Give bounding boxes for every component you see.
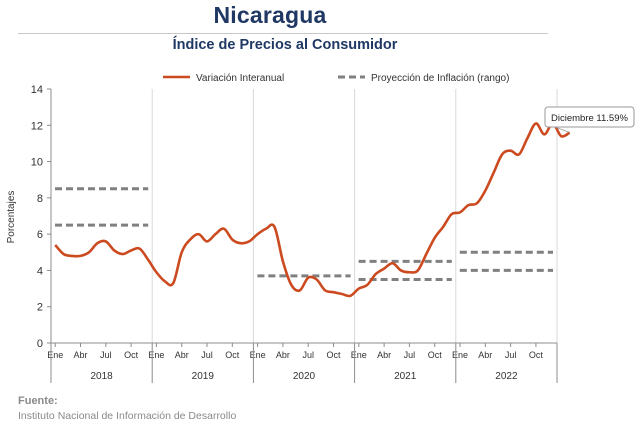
x-tick-labels: Ene Abr Jul Oct 2018 Ene Abr Jul Oct 2019 Ene Abr Ju… <box>47 343 558 383</box>
x-tick-label: Jul <box>302 350 314 360</box>
source-text: Instituto Nacional de Información de Des… <box>18 410 237 422</box>
y-tick-label: 0 <box>37 338 43 350</box>
y-tick-label: 10 <box>31 157 43 169</box>
legend-label-variacion: Variación Interanual <box>196 73 284 84</box>
x-tick-label: Oct <box>428 350 443 360</box>
y-tick-label: 2 <box>37 302 43 314</box>
x-tick-label: Abr <box>175 350 189 360</box>
year-label: 2018 <box>90 371 113 382</box>
chart-subtitle: Índice de Precios al Consumidor <box>172 37 398 53</box>
projection-ranges <box>55 187 553 281</box>
x-tick-label: Jul <box>505 350 517 360</box>
x-tick-label: Oct <box>225 350 240 360</box>
page-title: Nicaragua <box>213 2 327 28</box>
x-tick-label: Jul <box>100 350 112 360</box>
annotation-label: Diciembre 11.59% <box>551 113 628 124</box>
x-tick-label: Ene <box>351 350 367 360</box>
source-label: Fuente: <box>18 395 58 407</box>
y-axis-label: Porcentajes <box>6 191 17 244</box>
legend-label-proyeccion: Proyección de Inflación (rango) <box>371 73 509 84</box>
y-tick-label: 12 <box>31 120 43 132</box>
year-label: 2019 <box>192 371 215 382</box>
title-divider <box>18 33 548 34</box>
axes <box>50 89 557 344</box>
legend: Variación Interanual Proyección de Inflac… <box>163 73 509 84</box>
year-label: 2021 <box>394 371 417 382</box>
x-tick-label: Oct <box>529 350 544 360</box>
x-tick-label: Abr <box>276 350 290 360</box>
x-tick-label: Jul <box>201 350 213 360</box>
series-line-variacion-interanual <box>54 122 571 298</box>
x-tick-label: Abr <box>377 350 391 360</box>
x-tick-label: Abr <box>478 350 492 360</box>
series-lines <box>54 122 571 298</box>
annotation: Diciembre 11.59% <box>544 106 635 133</box>
year-label: 2022 <box>495 371 518 382</box>
annotation-leader <box>554 126 570 133</box>
y-tick-label: 14 <box>31 84 43 96</box>
annotation-box <box>544 106 635 128</box>
x-tick-label: Ene <box>47 350 63 360</box>
y-tick-label: 6 <box>37 229 43 241</box>
x-tick-label: Jul <box>404 350 416 360</box>
x-tick-label: Ene <box>452 350 468 360</box>
x-tick-label: Ene <box>250 350 266 360</box>
x-tick-label: Ene <box>148 350 164 360</box>
y-tick-labels: 0 2 4 6 8 10 12 14 <box>31 84 51 350</box>
year-label: 2020 <box>293 371 316 382</box>
y-tick-label: 4 <box>37 265 43 277</box>
gridlines <box>50 89 558 343</box>
x-tick-label: Oct <box>327 350 342 360</box>
x-tick-label: Oct <box>124 350 139 360</box>
y-tick-label: 8 <box>37 193 43 205</box>
x-tick-label: Abr <box>74 350 88 360</box>
